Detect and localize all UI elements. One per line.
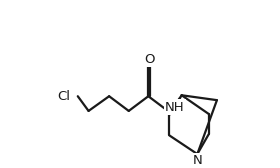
Text: NH: NH (165, 100, 185, 114)
Text: O: O (144, 53, 155, 66)
Text: Cl: Cl (58, 90, 71, 103)
Text: N: N (192, 154, 202, 167)
